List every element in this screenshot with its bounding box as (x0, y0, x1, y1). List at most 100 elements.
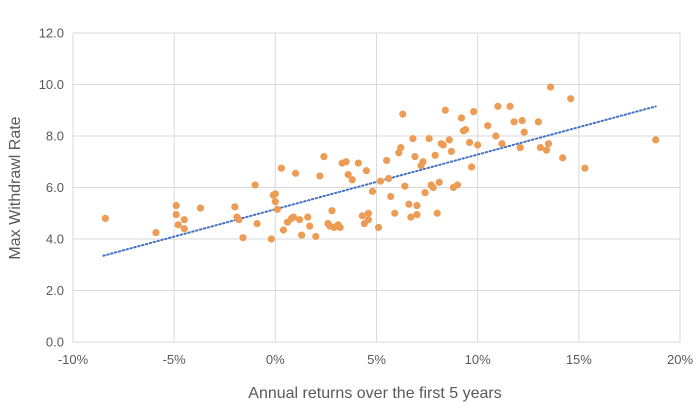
data-point (465, 138, 474, 147)
data-point (492, 132, 500, 140)
data-point (425, 134, 433, 143)
data-point (391, 209, 399, 217)
data-point (364, 216, 373, 224)
data-point (152, 228, 160, 237)
data-point (368, 187, 377, 195)
x-tick-label: -10% (58, 352, 89, 367)
data-point (376, 177, 385, 185)
x-tick-label: 10% (465, 352, 491, 367)
data-point (312, 232, 320, 241)
data-point (567, 95, 575, 103)
data-point (431, 151, 439, 159)
data-point (251, 181, 259, 189)
data-point (271, 190, 279, 198)
data-point (411, 153, 419, 161)
y-axis-title: Max Withdrawl Rate (7, 116, 24, 259)
data-point (385, 174, 393, 183)
data-point (291, 169, 300, 177)
data-point (196, 204, 205, 212)
data-point (289, 213, 298, 221)
data-point (383, 156, 391, 165)
y-tick-label: 10.0 (39, 77, 64, 92)
data-point (267, 235, 275, 243)
data-point (174, 221, 182, 229)
data-point (180, 225, 188, 233)
data-point (405, 200, 413, 208)
x-axis-title: Annual returns over the first 5 years (248, 385, 501, 402)
data-point (387, 192, 395, 201)
data-points (101, 83, 660, 243)
data-point (421, 189, 429, 197)
data-point (516, 143, 524, 152)
data-point (374, 223, 383, 232)
y-tick-label: 6.0 (46, 180, 64, 195)
data-point (344, 171, 352, 179)
data-point (474, 141, 482, 149)
data-point (559, 154, 567, 162)
data-point (273, 205, 281, 213)
y-tick-labels: 0.0 2.0 4.0 6.0 8.0 10.0 12.0 (39, 26, 64, 350)
data-point (544, 140, 553, 148)
data-point (354, 159, 362, 167)
data-point (271, 198, 279, 206)
data-point (399, 110, 407, 118)
data-point (498, 140, 506, 148)
data-point (433, 209, 441, 217)
data-point (336, 223, 344, 232)
data-point (435, 178, 443, 186)
data-point (413, 210, 421, 219)
data-point (534, 118, 542, 126)
data-point (316, 172, 324, 180)
y-tick-label: 12.0 (39, 26, 64, 41)
y-tick-label: 8.0 (46, 129, 64, 144)
data-point (510, 118, 518, 126)
data-point (277, 164, 286, 172)
data-point (101, 214, 109, 222)
data-point (358, 212, 366, 220)
data-point (445, 136, 453, 144)
data-point (172, 210, 180, 219)
data-point (413, 201, 421, 210)
data-point (447, 147, 455, 156)
data-point (362, 167, 370, 175)
data-point (235, 216, 243, 224)
data-point (306, 222, 314, 230)
data-point (407, 213, 415, 221)
data-point (467, 163, 476, 171)
data-point (441, 106, 449, 114)
data-point (419, 158, 427, 166)
data-point (397, 143, 405, 152)
data-point (304, 213, 312, 221)
x-tick-label: 20% (667, 352, 693, 367)
data-point (320, 153, 328, 161)
data-point (279, 226, 288, 234)
data-point (461, 125, 470, 134)
data-point (536, 143, 544, 152)
x-tick-label: 15% (566, 352, 592, 367)
data-point (253, 219, 261, 228)
data-point (409, 134, 417, 143)
data-point (328, 207, 336, 215)
y-tick-label: 4.0 (46, 232, 64, 247)
data-point (506, 102, 514, 110)
data-point (296, 216, 304, 224)
data-point (231, 203, 239, 211)
x-tick-label: -5% (163, 352, 187, 367)
data-point (180, 216, 188, 224)
x-tick-label: 0% (266, 352, 285, 367)
data-point (364, 209, 373, 217)
data-point (484, 122, 492, 130)
data-point (581, 164, 589, 172)
data-point (298, 231, 306, 239)
data-point (470, 107, 478, 116)
data-point (342, 158, 350, 166)
data-point (652, 136, 660, 144)
data-point (494, 102, 502, 110)
x-tick-labels: -10% -5% 0% 5% 10% 15% 20% (58, 352, 694, 367)
grid-lines (72, 32, 681, 343)
data-point (172, 201, 180, 210)
data-point (520, 128, 528, 136)
y-tick-label: 0.0 (46, 335, 64, 350)
